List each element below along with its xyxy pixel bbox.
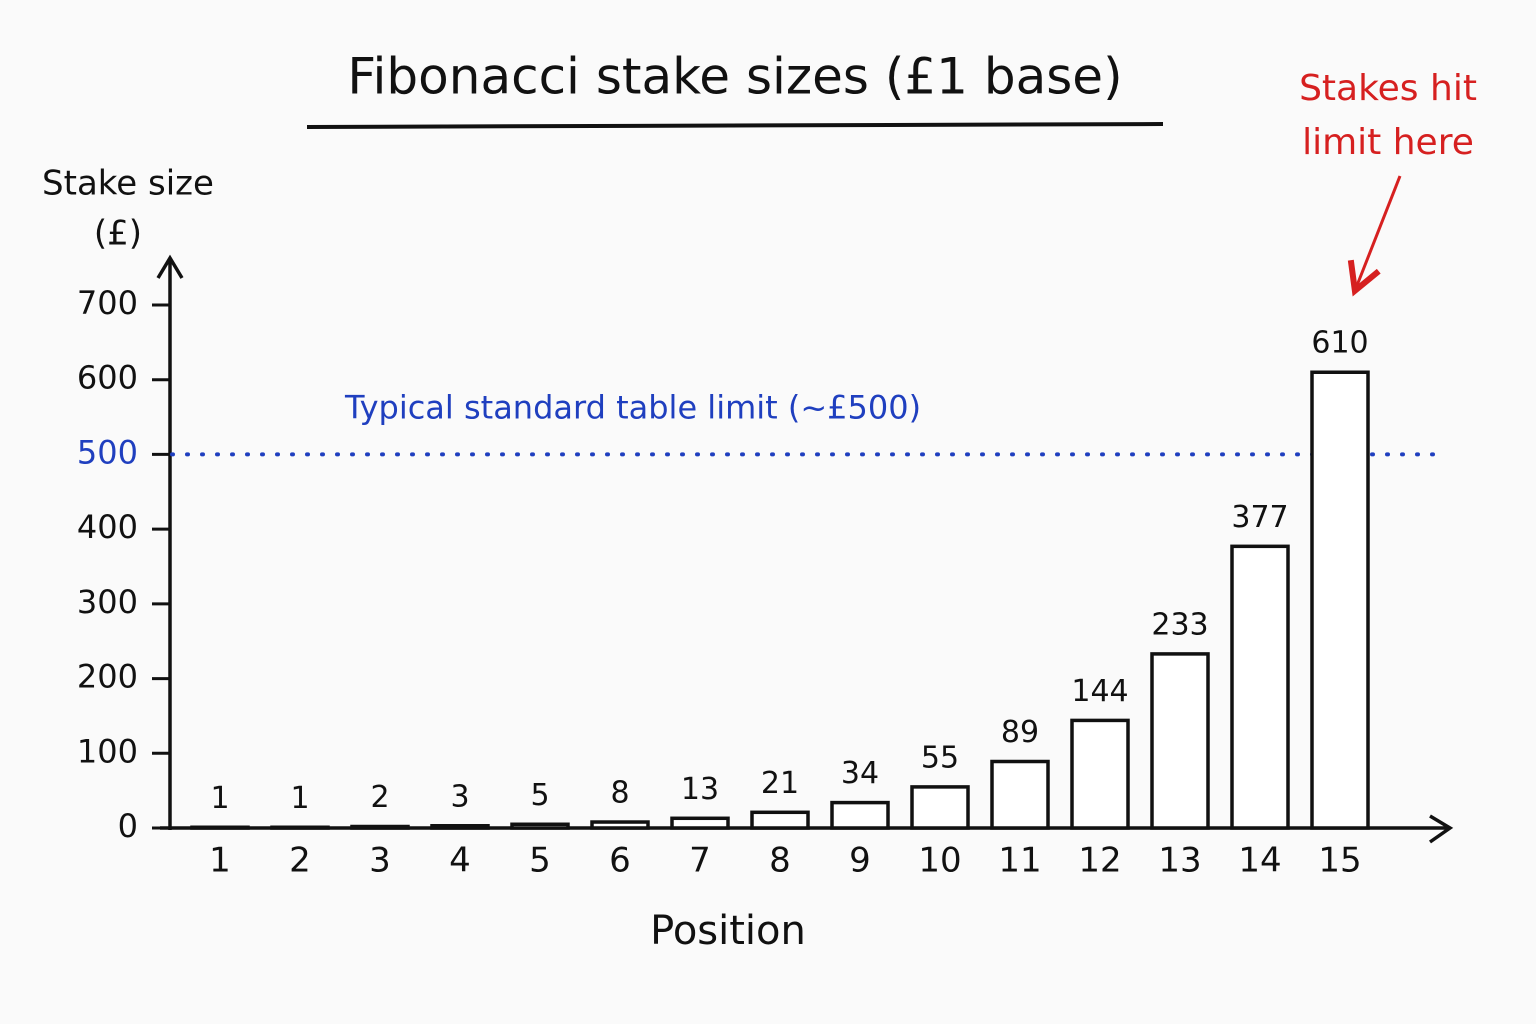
x-tick-label: 13 [1158, 841, 1201, 881]
bar [830, 800, 890, 830]
bar [1310, 370, 1370, 830]
x-tick-label: 1 [209, 841, 231, 881]
bar [670, 816, 730, 830]
data-label: 1 [290, 781, 309, 816]
data-label: 3 [450, 779, 469, 814]
y-tick-label: 700 [77, 284, 138, 322]
annotation-text: Stakes hit [1299, 68, 1477, 109]
bar [1070, 718, 1130, 830]
bar [350, 824, 410, 830]
data-label: 8 [610, 776, 629, 811]
chart-title: Fibonacci stake sizes (£1 base) [347, 48, 1122, 106]
data-label: 2 [370, 780, 389, 815]
annotation-arrow [1356, 175, 1402, 288]
y-tick-label: 500 [77, 433, 138, 471]
y-axis-label: Stake size [42, 164, 214, 204]
bar [190, 825, 250, 830]
x-tick-label: 5 [529, 841, 551, 881]
x-tick-label: 12 [1078, 841, 1121, 881]
reference-label: Typical standard table limit (~£500) [344, 388, 921, 426]
x-tick-label: 11 [998, 841, 1041, 881]
y-tick-label: 600 [77, 359, 138, 397]
x-tick-label: 10 [918, 841, 961, 881]
data-label: 34 [841, 756, 879, 791]
bar [510, 822, 570, 830]
bar [1150, 652, 1210, 830]
bar [270, 825, 330, 830]
x-tick-label: 3 [369, 841, 391, 881]
y-tick-label: 0 [118, 807, 138, 845]
title-underline [306, 122, 1164, 129]
data-label: 377 [1231, 500, 1288, 535]
annotation-text: limit here [1302, 122, 1474, 163]
data-label: 1 [210, 781, 229, 816]
data-label: 144 [1071, 674, 1128, 709]
data-label: 5 [530, 778, 549, 813]
x-tick-label: 14 [1238, 841, 1281, 881]
y-tick-label: 200 [77, 658, 138, 696]
y-axis [156, 254, 184, 830]
x-tick-label: 7 [689, 841, 711, 881]
bar [910, 785, 970, 830]
bar [430, 824, 490, 830]
x-axis-label: Position [650, 908, 806, 954]
x-tick-label: 9 [849, 841, 871, 881]
y-tick-label: 400 [77, 508, 138, 546]
bar [750, 810, 810, 830]
bar [990, 759, 1050, 830]
data-label: 55 [921, 740, 959, 775]
data-label: 233 [1151, 607, 1208, 642]
data-label: 610 [1311, 326, 1368, 361]
x-tick-label: 8 [769, 841, 791, 881]
x-tick-label: 15 [1318, 841, 1361, 881]
y-tick-label: 300 [77, 583, 138, 621]
data-label: 21 [761, 766, 799, 801]
x-tick-label: 2 [289, 841, 311, 881]
y-tick-label: 100 [77, 732, 138, 770]
x-tick-label: 6 [609, 841, 631, 881]
x-tick-label: 4 [449, 841, 471, 881]
data-label: 89 [1001, 715, 1039, 750]
data-label: 13 [681, 772, 719, 807]
bar [1230, 544, 1290, 830]
y-axis-label: (£) [94, 214, 142, 254]
bar [590, 820, 650, 830]
